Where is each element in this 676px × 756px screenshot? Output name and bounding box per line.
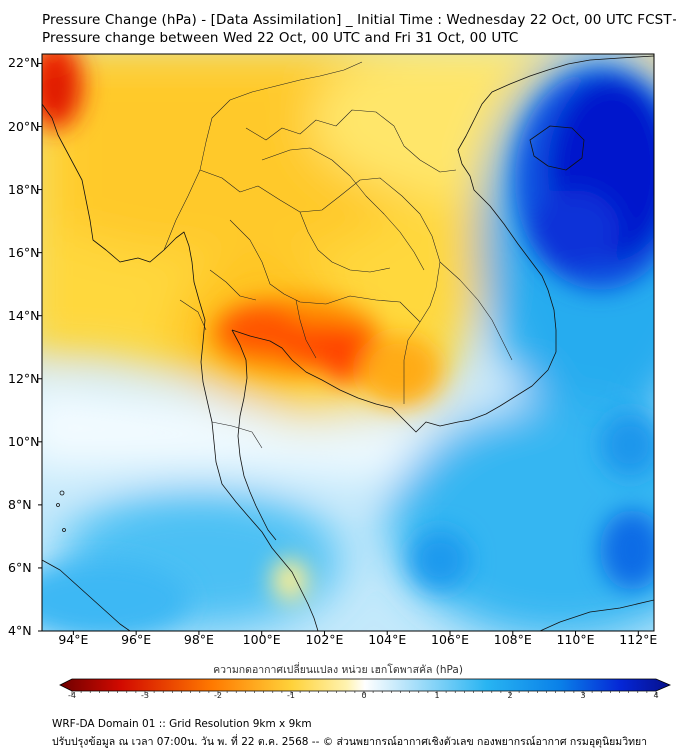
lat-label: 6°N	[8, 559, 32, 575]
lon-label: 100°E	[242, 632, 281, 647]
lat-label: 16°N	[8, 244, 40, 260]
colorbar-tick-label: -3	[141, 691, 149, 700]
colorbar-tick-label: 2	[507, 691, 513, 700]
admin-borders	[163, 61, 513, 449]
lat-label: 22°N	[8, 55, 40, 71]
axis-ticks	[38, 62, 639, 635]
lat-label: 8°N	[8, 496, 32, 512]
lon-label: 94°E	[58, 632, 89, 647]
map-subtitle: Pressure change between Wed 22 Oct, 00 U…	[42, 30, 519, 46]
lon-label: 96°E	[121, 632, 152, 647]
pressure-field	[42, 54, 654, 631]
colorbar-tick-label: 0	[361, 691, 367, 700]
colorbar-tick-label: 1	[434, 691, 440, 700]
lon-label: 104°E	[368, 632, 407, 647]
lat-label: 12°N	[8, 370, 40, 386]
colorbar-tick-label: -1	[287, 691, 295, 700]
lat-label: 14°N	[8, 307, 40, 323]
lat-label: 10°N	[8, 433, 40, 449]
lon-label: 108°E	[493, 632, 532, 647]
lat-label: 18°N	[8, 181, 40, 197]
lon-label: 110°E	[556, 632, 595, 647]
map-frame	[41, 53, 655, 632]
colorbar-tick-label: 3	[580, 691, 586, 700]
colorbar-tick-label: 4	[653, 691, 659, 700]
colorbar-tick-label: -4	[68, 691, 76, 700]
lon-label: 98°E	[183, 632, 214, 647]
colorbar-title: ความกดอากาศเปลี่ยนแปลง หน่วย เฮกโตพาสคัล…	[213, 664, 463, 676]
lon-label: 112°E	[619, 632, 658, 647]
colorbar-gradient	[59, 678, 672, 692]
lon-label: 102°E	[305, 632, 344, 647]
lon-label: 106°E	[430, 632, 470, 647]
map-title: Pressure Change (hPa) - [Data Assimilati…	[42, 12, 676, 28]
lat-label: 4°N	[8, 623, 32, 638]
colorbar-tick-label: -2	[214, 691, 222, 700]
footer-update-info: ปรับปรุงข้อมูล ณ เวลา 07:00น. วัน พ. ที่…	[52, 736, 648, 748]
coastlines	[42, 55, 654, 631]
colorbar	[59, 678, 672, 695]
lat-label: 20°N	[8, 118, 40, 134]
footer-model-info: WRF-DA Domain 01 :: Grid Resolution 9km …	[52, 718, 312, 730]
